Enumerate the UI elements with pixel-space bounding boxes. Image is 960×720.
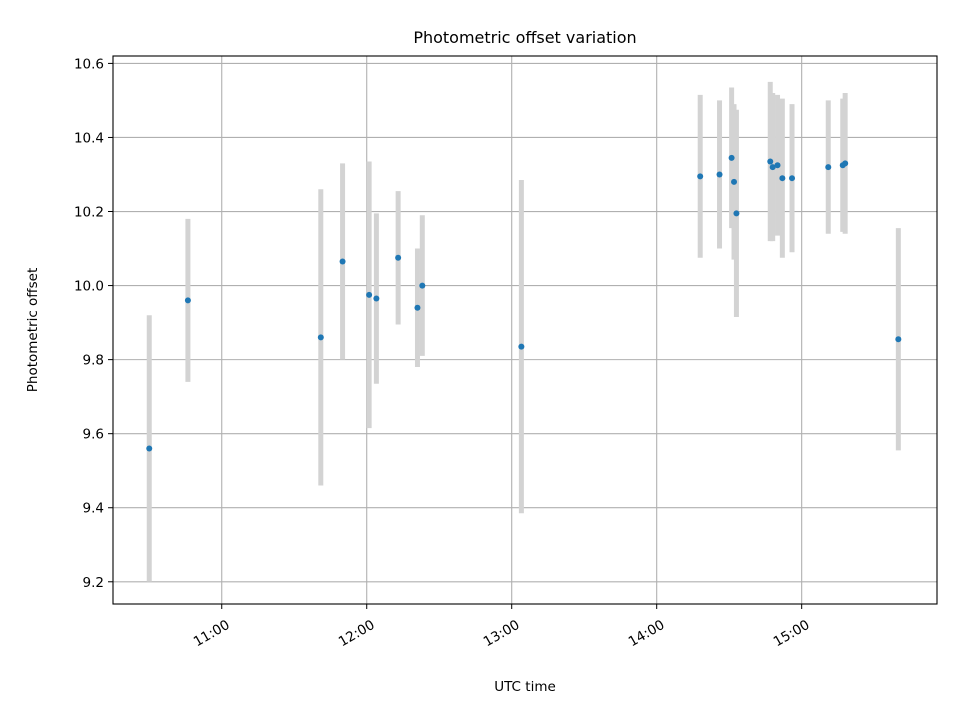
y-tick-label: 9.4 — [83, 501, 104, 517]
data-point — [774, 162, 781, 169]
data-point — [825, 164, 832, 171]
data-point — [789, 175, 796, 182]
y-tick-label: 10.4 — [74, 130, 104, 146]
y-tick-label: 10.6 — [74, 56, 104, 72]
data-point — [339, 258, 346, 265]
data-point — [146, 445, 153, 452]
y-tick-label: 10.0 — [74, 279, 104, 295]
y-tick-label: 9.2 — [83, 575, 104, 591]
y-tick-label: 9.8 — [83, 353, 104, 369]
data-point — [842, 160, 849, 167]
data-point — [414, 304, 421, 311]
chart-title: Photometric offset variation — [413, 28, 636, 47]
data-point — [769, 164, 776, 171]
data-point — [767, 158, 774, 165]
data-point — [373, 295, 380, 302]
data-point — [366, 291, 373, 298]
x-axis-label: UTC time — [494, 679, 556, 695]
data-point — [697, 173, 704, 180]
data-point — [518, 343, 525, 350]
data-point — [419, 282, 426, 289]
y-tick-label: 10.2 — [74, 205, 104, 221]
data-point — [395, 254, 402, 261]
data-point — [895, 336, 902, 343]
plot-frame — [112, 55, 938, 605]
data-point — [716, 171, 723, 178]
y-axis-label: Photometric offset — [25, 268, 41, 392]
data-point — [731, 178, 738, 185]
data-points — [146, 154, 902, 452]
data-point — [733, 210, 740, 217]
data-point — [184, 297, 191, 304]
data-point — [317, 334, 324, 341]
y-tick-label: 9.6 — [83, 427, 104, 443]
data-point — [779, 175, 786, 182]
data-point — [728, 154, 735, 161]
y-axis-ticks: 9.2 9.4 9.6 9.8 10.0 10.2 10.4 10.6 — [74, 56, 113, 591]
